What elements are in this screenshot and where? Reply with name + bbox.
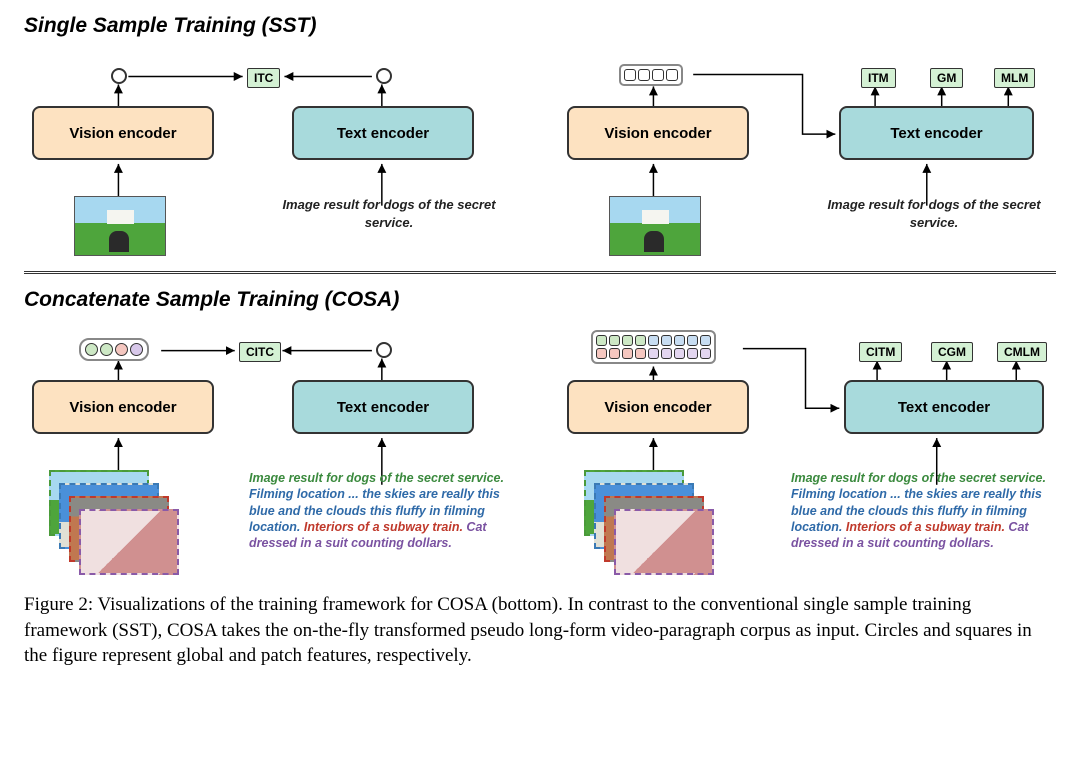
- vision-encoder: Vision encoder: [32, 380, 214, 434]
- patch-features-row: [619, 64, 683, 86]
- cgm-tag: CGM: [931, 342, 973, 362]
- cosa-input-text: Image result for dogs of the secret serv…: [249, 470, 514, 551]
- cosa-right-panel: CITM CGM CMLM Vision encoder Text encode…: [559, 320, 1056, 580]
- text-encoder: Text encoder: [839, 106, 1034, 160]
- sst-input-text: Image result for dogs of the secret serv…: [274, 196, 504, 231]
- gm-tag: GM: [930, 68, 963, 88]
- cosa-title: Concatenate Sample Training (COSA): [24, 288, 1056, 312]
- global-features-row: [79, 338, 149, 361]
- input-image-stack: [584, 470, 714, 575]
- sst-input-text: Image result for dogs of the secret serv…: [819, 196, 1049, 231]
- itm-tag: ITM: [861, 68, 896, 88]
- seg1: Image result for dogs of the secret serv…: [791, 471, 1046, 485]
- cosa-left-panel: CITC Vision encoder Text encoder Image r…: [24, 320, 521, 580]
- cosa-input-text: Image result for dogs of the secret serv…: [791, 470, 1056, 551]
- global-feature-circle: [111, 68, 127, 84]
- seg3: Interiors of a subway train.: [842, 520, 1005, 534]
- vision-encoder: Vision encoder: [567, 380, 749, 434]
- input-image-stack: [49, 470, 179, 575]
- section-divider: [24, 271, 1056, 274]
- input-image: [74, 196, 166, 256]
- citc-tag: CITC: [239, 342, 281, 362]
- mlm-tag: MLM: [994, 68, 1035, 88]
- vision-encoder: Vision encoder: [567, 106, 749, 160]
- citm-tag: CITM: [859, 342, 902, 362]
- patch-features-grid: [591, 330, 716, 364]
- vision-encoder: Vision encoder: [32, 106, 214, 160]
- figure-caption: Figure 2: Visualizations of the training…: [24, 592, 1056, 669]
- seg3: Interiors of a subway train.: [300, 520, 463, 534]
- cmlm-tag: CMLM: [997, 342, 1047, 362]
- text-encoder: Text encoder: [292, 380, 474, 434]
- input-image: [609, 196, 701, 256]
- text-encoder: Text encoder: [292, 106, 474, 160]
- global-feature-circle: [376, 342, 392, 358]
- cosa-row: CITC Vision encoder Text encoder Image r…: [24, 320, 1056, 580]
- seg1: Image result for dogs of the secret serv…: [249, 471, 504, 485]
- sst-row: ITC Vision encoder Text encoder Image re…: [24, 46, 1056, 261]
- sst-title: Single Sample Training (SST): [24, 14, 1056, 38]
- text-encoder: Text encoder: [844, 380, 1044, 434]
- global-feature-circle: [376, 68, 392, 84]
- itc-tag: ITC: [247, 68, 280, 88]
- sst-left-panel: ITC Vision encoder Text encoder Image re…: [24, 46, 521, 261]
- sst-right-panel: ITM GM MLM Vision encoder Text encoder I…: [559, 46, 1056, 261]
